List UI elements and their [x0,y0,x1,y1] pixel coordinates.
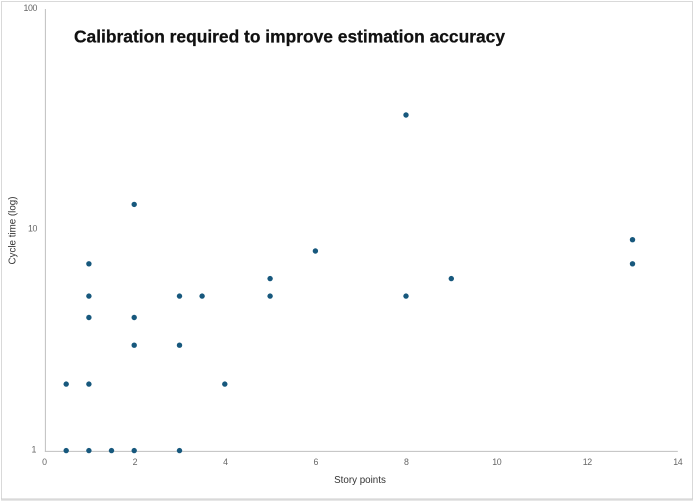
svg-text:1: 1 [32,445,37,455]
svg-text:Cycle time (log): Cycle time (log) [8,196,19,264]
svg-text:Story points: Story points [334,475,386,486]
svg-text:100: 100 [24,3,38,13]
svg-text:12: 12 [583,457,592,467]
svg-text:0: 0 [42,457,47,467]
svg-text:14: 14 [673,457,682,467]
svg-text:Calibration required to improv: Calibration required to improve estimati… [74,27,505,47]
svg-text:2: 2 [133,457,138,467]
svg-text:10: 10 [492,457,501,467]
svg-text:8: 8 [404,457,409,467]
svg-text:6: 6 [314,457,319,467]
svg-text:10: 10 [28,224,37,234]
svg-text:4: 4 [223,457,228,467]
